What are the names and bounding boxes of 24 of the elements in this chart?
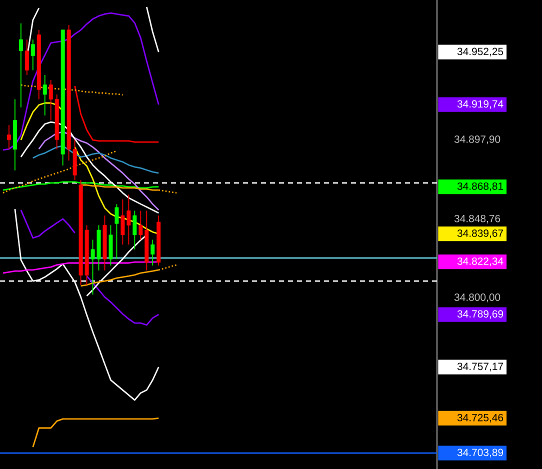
candlestick <box>24 39 29 76</box>
y-tick-label: 34.757,17 <box>457 362 504 372</box>
y-tick-label: 34.725,46 <box>457 414 504 423</box>
line-series <box>38 131 160 211</box>
y-tick-label: 34.848,76 <box>454 214 500 224</box>
y-tick-label: 34.703,89 <box>457 448 504 458</box>
line-series <box>32 145 160 174</box>
candlestick <box>150 239 155 266</box>
candlestick <box>6 124 11 150</box>
y-tick-label: 34.868,81 <box>457 182 504 192</box>
line-series <box>2 12 160 151</box>
y-tick-label: 34.952,25 <box>457 48 504 56</box>
y-tick-label: 34.822,34 <box>457 257 504 266</box>
y-tick-label: 34.839,67 <box>457 230 504 238</box>
y-tick-label: 34.789,69 <box>457 310 504 319</box>
candlestick <box>42 74 47 116</box>
candlestick <box>132 210 137 250</box>
line-series <box>2 150 118 194</box>
candlestick <box>18 22 23 108</box>
y-tick-label: 34.897,90 <box>454 135 500 144</box>
y-tick-label: 34.919,74 <box>457 100 504 109</box>
candlestick <box>114 204 119 260</box>
y-tick-label: 34.800,00 <box>454 294 500 302</box>
candlestick <box>30 39 35 71</box>
